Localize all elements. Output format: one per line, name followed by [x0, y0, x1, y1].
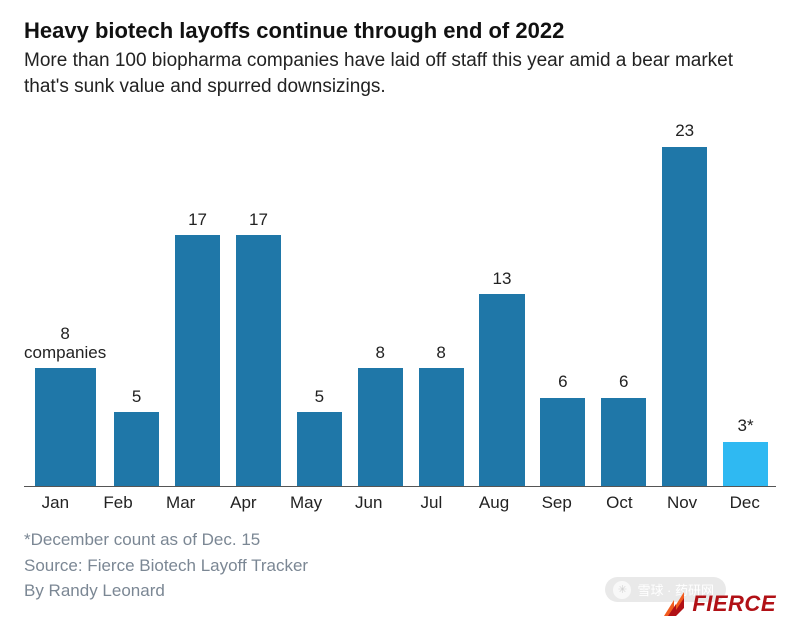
x-axis-label: Jun [337, 493, 400, 513]
bar [175, 235, 220, 486]
bar-col: 23 [654, 117, 715, 486]
bar-value-label: 6 [558, 373, 567, 392]
x-axis-label: Sep [525, 493, 588, 513]
x-axis-label: Mar [149, 493, 212, 513]
bar-col: 5 [106, 117, 167, 486]
bar-value-label: 8 [436, 344, 445, 363]
x-axis-label: Feb [87, 493, 150, 513]
bars-container: 8 companies 5 17 17 5 8 8 13 6 6 23 3* [24, 117, 776, 487]
bar-col: 3* [715, 117, 776, 486]
bar-col: 13 [472, 117, 533, 486]
bar-col: 5 [289, 117, 350, 486]
bar-chart: 8 companies 5 17 17 5 8 8 13 6 6 23 3* JanFebMarApr… [24, 117, 776, 517]
watermark-icon: ✳ [613, 581, 631, 599]
chart-title: Heavy biotech layoffs continue through e… [24, 18, 776, 44]
flame-icon [660, 590, 688, 618]
bar-col: 17 [228, 117, 289, 486]
bar-value-label: 5 [315, 388, 324, 407]
bar-col: 6 [532, 117, 593, 486]
bar-col: 17 [167, 117, 228, 486]
x-axis-label: May [275, 493, 338, 513]
bar-value-label: 17 [249, 211, 268, 230]
bar-value-label: 3* [738, 417, 754, 436]
bar-value-label: 6 [619, 373, 628, 392]
bar [479, 294, 524, 486]
bar-value-label: 8 companies [24, 325, 106, 362]
bar-value-label: 5 [132, 388, 141, 407]
chart-subtitle: More than 100 biopharma companies have l… [24, 48, 776, 99]
x-axis-label: Nov [651, 493, 714, 513]
footnote: *December count as of Dec. 15 [24, 527, 776, 553]
bar [419, 368, 464, 486]
brand-logo: FIERCE [660, 590, 776, 618]
x-axis-label: Jul [400, 493, 463, 513]
bar [540, 398, 585, 487]
bar-col: 6 [593, 117, 654, 486]
bar [114, 412, 159, 486]
bar [601, 398, 646, 487]
x-axis-labels: JanFebMarAprMayJunJulAugSepOctNovDec [24, 493, 776, 513]
x-axis-label: Dec [713, 493, 776, 513]
bar [662, 147, 707, 486]
x-axis-label: Oct [588, 493, 651, 513]
bar [723, 442, 768, 486]
bar [297, 412, 342, 486]
bar-col: 8 [350, 117, 411, 486]
bar-value-label: 8 [375, 344, 384, 363]
x-axis-label: Apr [212, 493, 275, 513]
bar-value-label: 23 [675, 122, 694, 141]
source-line: Source: Fierce Biotech Layoff Tracker [24, 553, 776, 579]
bar-col: 8 companies [24, 117, 106, 486]
bar-col: 8 [411, 117, 472, 486]
bar-value-label: 13 [493, 270, 512, 289]
bar [236, 235, 281, 486]
x-axis-label: Aug [463, 493, 526, 513]
bar [358, 368, 403, 486]
bar-value-label: 17 [188, 211, 207, 230]
bar [35, 368, 96, 486]
x-axis-label: Jan [24, 493, 87, 513]
logo-text: FIERCE [692, 591, 776, 617]
